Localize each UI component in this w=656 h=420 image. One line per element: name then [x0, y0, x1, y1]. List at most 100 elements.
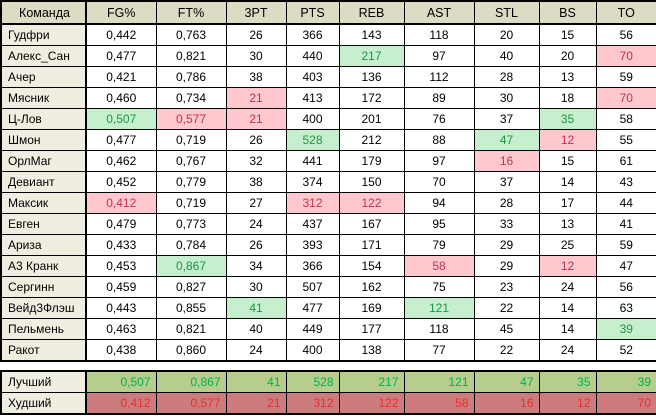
stat-cell: 0,477: [85, 45, 157, 67]
stat-cell: 30: [225, 276, 287, 298]
stat-cell: 400: [285, 339, 340, 362]
stat-cell: 0,463: [85, 318, 157, 340]
stat-cell: 37: [473, 171, 540, 193]
stat-cell: 0,433: [85, 234, 157, 256]
stat-cell: 25: [538, 234, 597, 256]
stat-cell: 0,719: [155, 129, 227, 151]
stat-cell: 112: [403, 66, 475, 88]
table-row: Ачер 0,421 0,786 38 403 136 112 28 13 59: [0, 66, 656, 88]
summary-label-cell: Худший: [0, 392, 87, 415]
table-row: Шмон 0,477 0,719 26 528 212 88 47 12 55: [0, 129, 656, 151]
table-row: Максик 0,412 0,719 27 312 122 94 28 17 44: [0, 192, 656, 214]
stat-cell: 22: [473, 339, 540, 362]
stat-cell: 43: [595, 171, 656, 193]
summary-stat-cell-best: 47: [473, 370, 540, 393]
stat-cell: 47: [595, 255, 656, 277]
stat-cell: 201: [338, 108, 405, 130]
team-name-cell: ОрлМаг: [0, 150, 87, 172]
team-name-cell: Гудфри: [0, 23, 87, 46]
stat-cell: 95: [403, 213, 475, 235]
stat-cell-good: 47: [473, 129, 540, 151]
stat-cell-bad: 70: [595, 45, 656, 67]
stat-cell: 32: [225, 150, 287, 172]
best-worst-summary-table: Лучший 0,507 0,867 41 528 217 121 47 35 39 Худший 0…: [0, 370, 656, 415]
stat-cell: 441: [285, 150, 340, 172]
summary-stat-cell-worst: 21: [225, 392, 287, 415]
stat-cell: 97: [403, 45, 475, 67]
table-row: Евген 0,479 0,773 24 437 167 95 33 13 41: [0, 213, 656, 235]
stat-cell: 33: [473, 213, 540, 235]
stat-cell: 75: [403, 276, 475, 298]
table-row: Гудфри 0,442 0,763 26 366 143 118 20 15 56: [0, 23, 656, 46]
stat-cell: 70: [403, 171, 475, 193]
stat-cell-good: 39: [595, 318, 656, 340]
team-name-cell: Шмон: [0, 129, 87, 151]
stat-cell: 15: [538, 23, 597, 46]
stat-cell: 52: [595, 339, 656, 362]
stat-cell: 58: [595, 108, 656, 130]
summary-stat-cell-worst: 0,577: [155, 392, 227, 415]
stat-cell: 38: [225, 171, 287, 193]
stat-cell: 162: [338, 276, 405, 298]
summary-stat-cell-best: 35: [538, 370, 597, 393]
stat-cell: 0,821: [155, 318, 227, 340]
stat-cell-bad: 0,577: [155, 108, 227, 130]
stat-cell: 0,779: [155, 171, 227, 193]
stat-cell: 0,453: [85, 255, 157, 277]
stat-cell: 37: [473, 108, 540, 130]
stat-cell: 26: [225, 23, 287, 46]
stat-cell: 413: [285, 87, 340, 109]
stat-cell: 59: [595, 66, 656, 88]
stat-cell: 28: [473, 66, 540, 88]
table-row: Вейд3Флэш 0,443 0,855 41 477 169 121 22 14 63: [0, 297, 656, 319]
stat-cell: 30: [225, 45, 287, 67]
stat-cell: 0,821: [155, 45, 227, 67]
stat-cell: 449: [285, 318, 340, 340]
stat-cell: 212: [338, 129, 405, 151]
stat-cell: 14: [538, 297, 597, 319]
team-name-cell: Вейд3Флэш: [0, 297, 87, 319]
stat-cell: 56: [595, 23, 656, 46]
stat-cell: 59: [595, 234, 656, 256]
stat-cell: 437: [285, 213, 340, 235]
stat-cell: 13: [538, 213, 597, 235]
stat-cell: 20: [538, 45, 597, 67]
table-row: Алекс_Сан 0,477 0,821 30 440 217 97 40 20 70: [0, 45, 656, 67]
table-row: Ц-Лов 0,507 0,577 21 400 201 76 37 35 58: [0, 108, 656, 130]
column-header-fgpct: FG%: [85, 0, 157, 25]
stat-cell: 143: [338, 23, 405, 46]
column-header-team: Команда: [0, 0, 87, 25]
table-row: Девиант 0,452 0,779 38 374 150 70 37 14 43: [0, 171, 656, 193]
stat-cell: 18: [538, 87, 597, 109]
stat-cell: 0,719: [155, 192, 227, 214]
stat-cell: 44: [595, 192, 656, 214]
stat-cell: 61: [595, 150, 656, 172]
stat-cell: 45: [473, 318, 540, 340]
summary-stat-cell-worst: 312: [285, 392, 340, 415]
column-header-to: TO: [595, 0, 656, 25]
summary-stat-cell-best: 217: [338, 370, 405, 393]
stat-cell: 0,860: [155, 339, 227, 362]
stat-cell: 13: [538, 66, 597, 88]
summary-stat-cell-best: 0,867: [155, 370, 227, 393]
stat-cell-good: 217: [338, 45, 405, 67]
column-header-pts: PTS: [285, 0, 340, 25]
column-header-bs: BS: [538, 0, 597, 25]
stat-cell: 0,767: [155, 150, 227, 172]
stat-cell: 26: [225, 234, 287, 256]
stat-cell-bad: 122: [338, 192, 405, 214]
summary-stat-cell-worst: 70: [595, 392, 656, 415]
stat-cell: 17: [538, 192, 597, 214]
stat-cell: 14: [538, 171, 597, 193]
stat-cell: 38: [225, 66, 287, 88]
stat-cell: 0,443: [85, 297, 157, 319]
stat-cell: 477: [285, 297, 340, 319]
stat-cell: 26: [225, 129, 287, 151]
stat-cell-good: 528: [285, 129, 340, 151]
column-header-3pt: 3PT: [225, 0, 287, 25]
stat-cell: 0,479: [85, 213, 157, 235]
stat-cell: 29: [473, 234, 540, 256]
stat-cell: 138: [338, 339, 405, 362]
stat-cell: 40: [473, 45, 540, 67]
stat-cell: 171: [338, 234, 405, 256]
